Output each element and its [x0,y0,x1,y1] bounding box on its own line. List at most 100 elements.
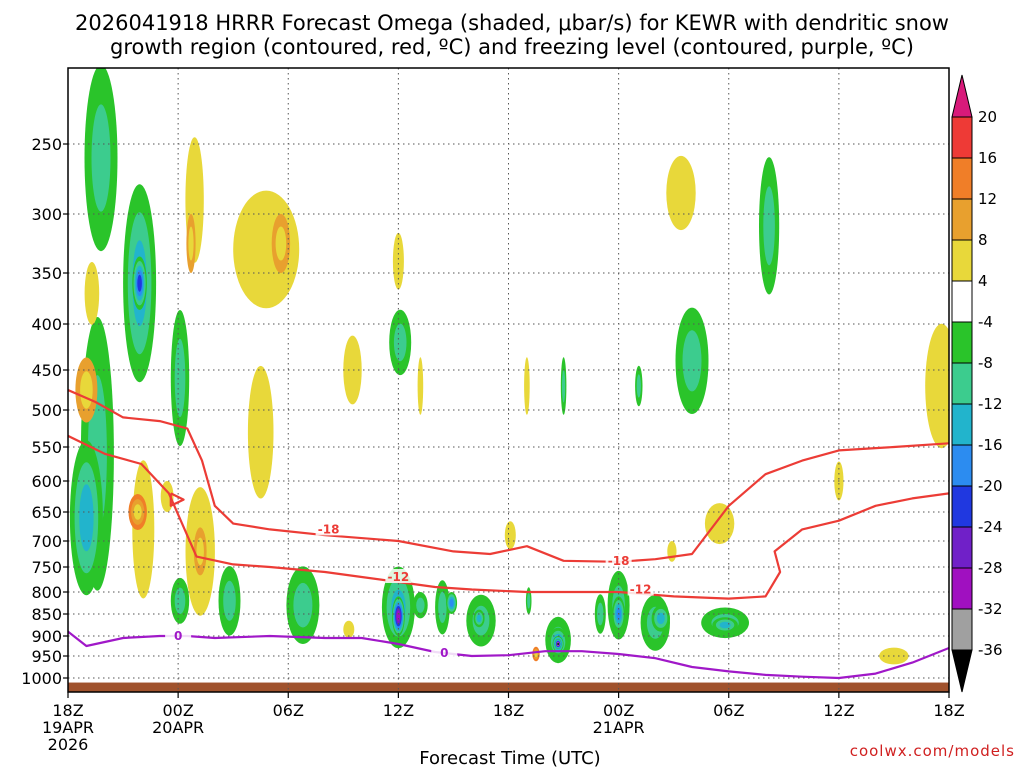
contour-layer: -18 -18 -12 -12 0 0 [68,388,949,680]
omega-shade-level [133,504,142,520]
x-tick-label: 18Z [493,701,524,720]
omega-shade-level [275,226,287,261]
x-tick-label: 18Z [52,701,83,720]
colorbar-label: 16 [978,149,997,167]
colorbar-label: -8 [978,354,993,372]
omega-blob [704,503,735,545]
colorbar-bin [951,567,973,610]
omega-shade-level [666,155,696,231]
colorbar-label: -36 [978,641,1003,659]
y-tick-label: 400 [31,315,62,334]
colorbar-bin [951,444,973,487]
omega-shade-level [763,186,775,266]
watermark: coolwx.com/models [850,742,1015,760]
omega-shade-level [174,587,186,614]
omega-blob [69,440,103,596]
contour-label-bg [165,628,192,642]
colorbar-bin [951,403,973,446]
omega-shade-level [557,642,559,646]
y-tick-label: 600 [31,472,62,491]
contour-dgz-upper-minus18 [68,388,949,563]
omega-shade-level [476,614,482,623]
omega-blob [666,155,696,231]
x-axis-title: Forecast Time (UTC) [419,748,600,768]
x-tick-label: 18Z [933,701,964,720]
omega-shade-level [504,521,516,550]
colorbar-bin [951,198,973,241]
y-tick-label: 550 [31,438,62,457]
omega-blob [170,310,190,446]
omega-blob [504,521,516,550]
omega-blob [75,357,98,423]
y-tick-label: 850 [31,605,62,624]
y-axis: 250 300 350 400 450 500 550 600 650 700 750 800 850 9… [21,135,68,688]
colorbar-label: 8 [978,231,988,249]
y-tick-label: 350 [31,264,62,283]
omega-blob [193,527,207,576]
y-tick-label: 500 [31,401,62,420]
colorbar-bin [951,526,973,569]
omega-blob [132,256,147,310]
contour-label-bg [605,552,632,567]
y-tick-label: 800 [31,583,62,602]
x-tick-label: 00Z [162,701,193,720]
y-tick-label: 450 [31,361,62,380]
omega-blob [247,365,274,499]
x-tick-label: 2026 [48,735,89,754]
colorbar: 20 16 12 8 4 -4 -8 -12 -16 -20 -24 -28 -32 -36 [951,74,1003,693]
omega-shade-level [417,357,424,415]
contour-label: -12 [630,583,652,597]
omega-blob [594,594,606,634]
omega-blob [675,307,709,414]
omega-shade-level [223,580,236,621]
colorbar-bin [951,485,973,528]
omega-blob [560,357,567,415]
y-tick-label: 650 [31,503,62,522]
contour-label: -18 [318,522,340,536]
omega-shade-level [562,369,566,403]
x-tick-label: 21APR [593,718,645,737]
colorbar-label: -12 [978,395,1003,413]
omega-blob [667,541,677,562]
omega-blob [759,157,780,295]
omega-shade-level [449,599,454,607]
colorbar-bin [951,157,973,200]
omega-shade-level [392,232,404,290]
omega-shading-layer [69,68,949,665]
colorbar-bin [951,608,973,651]
x-tick-label: 06Z [273,701,304,720]
omega-blob [271,214,291,273]
omega-blob [392,232,404,290]
x-tick-label: 12Z [823,701,854,720]
omega-shade-level [719,621,731,629]
omega-shade-level [188,226,194,261]
chart-title-line1: 2026041918 HRRR Forecast Omega (shaded, … [75,11,949,35]
y-tick-label: 1000 [21,669,62,688]
omega-shade-level [396,610,401,622]
omega-blob [343,620,355,639]
colorbar-bin [951,280,973,323]
omega-blob [635,365,643,407]
contour-label: 0 [174,629,182,643]
y-tick-label: 700 [31,532,62,551]
omega-shade-level [174,338,186,418]
x-tick-label: 00Z [603,701,634,720]
omega-blob [473,609,485,628]
omega-shade-level [84,262,100,325]
omega-shade-level [636,374,641,398]
colorbar-label: -16 [978,436,1003,454]
y-tick-label: 900 [31,627,62,646]
omega-blob [389,309,412,376]
omega-shade-level [79,484,94,552]
x-tick-label: 19APR [42,718,94,737]
omega-shade-level [80,371,93,409]
omega-blob [925,323,949,449]
y-tick-label: 750 [31,558,62,577]
y-tick-label: 950 [31,647,62,666]
omega-blob [435,580,450,635]
omega-blob [651,605,670,632]
omega-blob [286,566,320,644]
omega-blob [413,592,428,619]
contour-label-bg [627,581,654,596]
y-tick-label: 250 [31,135,62,154]
